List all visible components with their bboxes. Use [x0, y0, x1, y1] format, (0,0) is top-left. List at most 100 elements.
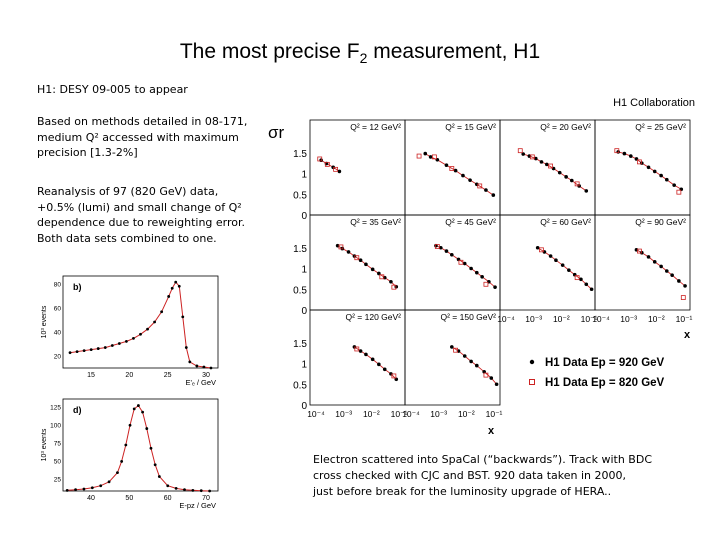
data-point-920	[557, 170, 562, 175]
panel-q2-label: Q² = 25 GeV²	[635, 122, 686, 132]
data-point-920	[589, 287, 594, 292]
x-tick-label: 10⁻²	[553, 314, 570, 324]
hist-d-curve	[67, 404, 210, 492]
panel-frame	[594, 214, 691, 311]
hist-d-y-tick: 50	[54, 459, 62, 466]
paragraph-reanalysis: Reanalysis of 97 (820 GeV) data, +0.5% (…	[37, 185, 246, 245]
panel-4: Q² = 25 GeV²	[594, 119, 691, 216]
x-tick-label: 10⁻³	[525, 314, 542, 324]
data-point-920	[468, 178, 472, 182]
data-point-920	[484, 188, 488, 192]
hist-d-x-tick: 60	[164, 495, 172, 502]
hist-b-y-tick: 60	[54, 306, 62, 313]
data-point-920	[331, 165, 336, 170]
data-point-820	[680, 295, 686, 300]
data-point-920	[423, 151, 428, 156]
x-tick-label: 10⁻²	[458, 409, 475, 419]
hist-d-data-point	[153, 463, 157, 467]
data-point-920	[548, 254, 553, 258]
data-point-920	[646, 165, 651, 170]
hist-b-data-point	[82, 349, 86, 353]
data-point-920	[533, 156, 538, 161]
data-point-920	[569, 178, 574, 183]
x-tick-label: 10⁻⁴	[592, 314, 610, 324]
x-tick-label: 10⁻¹	[581, 314, 598, 324]
data-point-920	[480, 275, 484, 279]
hist-d-y-label: 10³ events	[41, 428, 48, 461]
data-point-920	[640, 161, 644, 165]
data-point-920	[358, 349, 363, 353]
legend-label: H1 Data Ep = 920 GeV	[545, 357, 665, 369]
data-point-920	[646, 255, 651, 259]
data-point-820	[391, 284, 397, 290]
data-point-920	[461, 173, 465, 178]
hist-d-data-point	[74, 488, 77, 492]
panel-q2-label: Q² = 12 GeV²	[350, 122, 401, 132]
data-point-920	[659, 173, 663, 178]
legend-label: H1 Data Ep = 820 GeV	[545, 377, 665, 389]
panel-10: Q² = 150 GeV²	[404, 309, 501, 406]
data-point-920	[640, 250, 644, 255]
data-point-920	[335, 243, 340, 248]
hist-b-curve	[69, 281, 212, 369]
x-tick-label: 10⁻⁴	[497, 314, 515, 324]
data-point-920	[394, 377, 399, 382]
hist-d-panel-label: d)	[73, 405, 82, 415]
data-point-820	[324, 161, 330, 167]
y-tick-label: 0	[301, 401, 307, 412]
panel-q2-label: Q² = 15 GeV²	[445, 122, 496, 132]
panel-q2-label: Q² = 20 GeV²	[540, 122, 591, 132]
panel-frame	[499, 119, 596, 216]
panel-1: Q² = 12 GeV² 0 0.5 1 1.5	[293, 119, 406, 222]
data-point-820	[529, 154, 535, 160]
hist-b-data-point	[125, 340, 128, 343]
legend-marker-920	[529, 359, 535, 365]
y-tick-label: 0.5	[293, 285, 307, 296]
data-point-920	[489, 376, 494, 380]
x-tick-label: 10⁻²	[648, 314, 665, 324]
data-point-920	[672, 183, 676, 187]
caption-spacal: Electron scattered into SpaCal (“backwar…	[313, 453, 653, 498]
hist-b-data-point	[195, 364, 199, 368]
data-point-920	[462, 261, 467, 266]
data-point-920	[579, 277, 583, 282]
hist-d-x-label: E-pz / GeV	[179, 501, 216, 510]
x-axis-label: x	[488, 425, 495, 437]
data-point-920	[352, 345, 357, 349]
hist-b-data-point	[75, 350, 79, 354]
hist-d-x-tick: 40	[87, 495, 95, 502]
data-point-920	[482, 370, 486, 374]
data-point-920	[469, 266, 473, 271]
data-point-920	[494, 382, 499, 387]
data-point-820	[317, 156, 323, 162]
hist-d-data-point	[132, 407, 136, 411]
data-point-820	[574, 275, 580, 281]
data-point-820	[483, 281, 489, 287]
data-point-820	[539, 247, 544, 253]
hist-d-data-point	[157, 475, 161, 478]
hist-b-data-point	[96, 347, 100, 350]
hist-d-data-point	[137, 404, 140, 407]
panel-q2-label: Q² = 60 GeV²	[540, 217, 591, 227]
panel-6: Q² = 45 GeV²	[404, 214, 501, 311]
hist-d-y-tick: 100	[50, 423, 61, 430]
y-tick-label: 0.5	[293, 190, 307, 201]
data-point-820	[431, 154, 437, 160]
hist-d-x-tick: 70	[202, 495, 210, 502]
data-point-920	[545, 162, 549, 167]
data-point-920	[462, 354, 467, 358]
data-point-820	[338, 244, 344, 250]
y-tick-label: 0.5	[293, 380, 307, 391]
y-tick-label: 0	[301, 211, 307, 222]
panel-frame	[309, 119, 406, 216]
panel-frame	[404, 309, 501, 406]
hist-b-data-point	[110, 344, 114, 347]
slide-title: The most precise F2 measurement, H1	[179, 40, 541, 67]
panel-5: Q² = 35 GeV² 0 0.5 1 1.5	[293, 214, 406, 317]
hist-b-data-point	[188, 360, 192, 364]
hist-b-data-point	[167, 295, 171, 298]
panel-3: Q² = 20 GeV²	[499, 119, 596, 216]
data-point-920	[377, 271, 381, 276]
panel-frame	[309, 309, 406, 406]
